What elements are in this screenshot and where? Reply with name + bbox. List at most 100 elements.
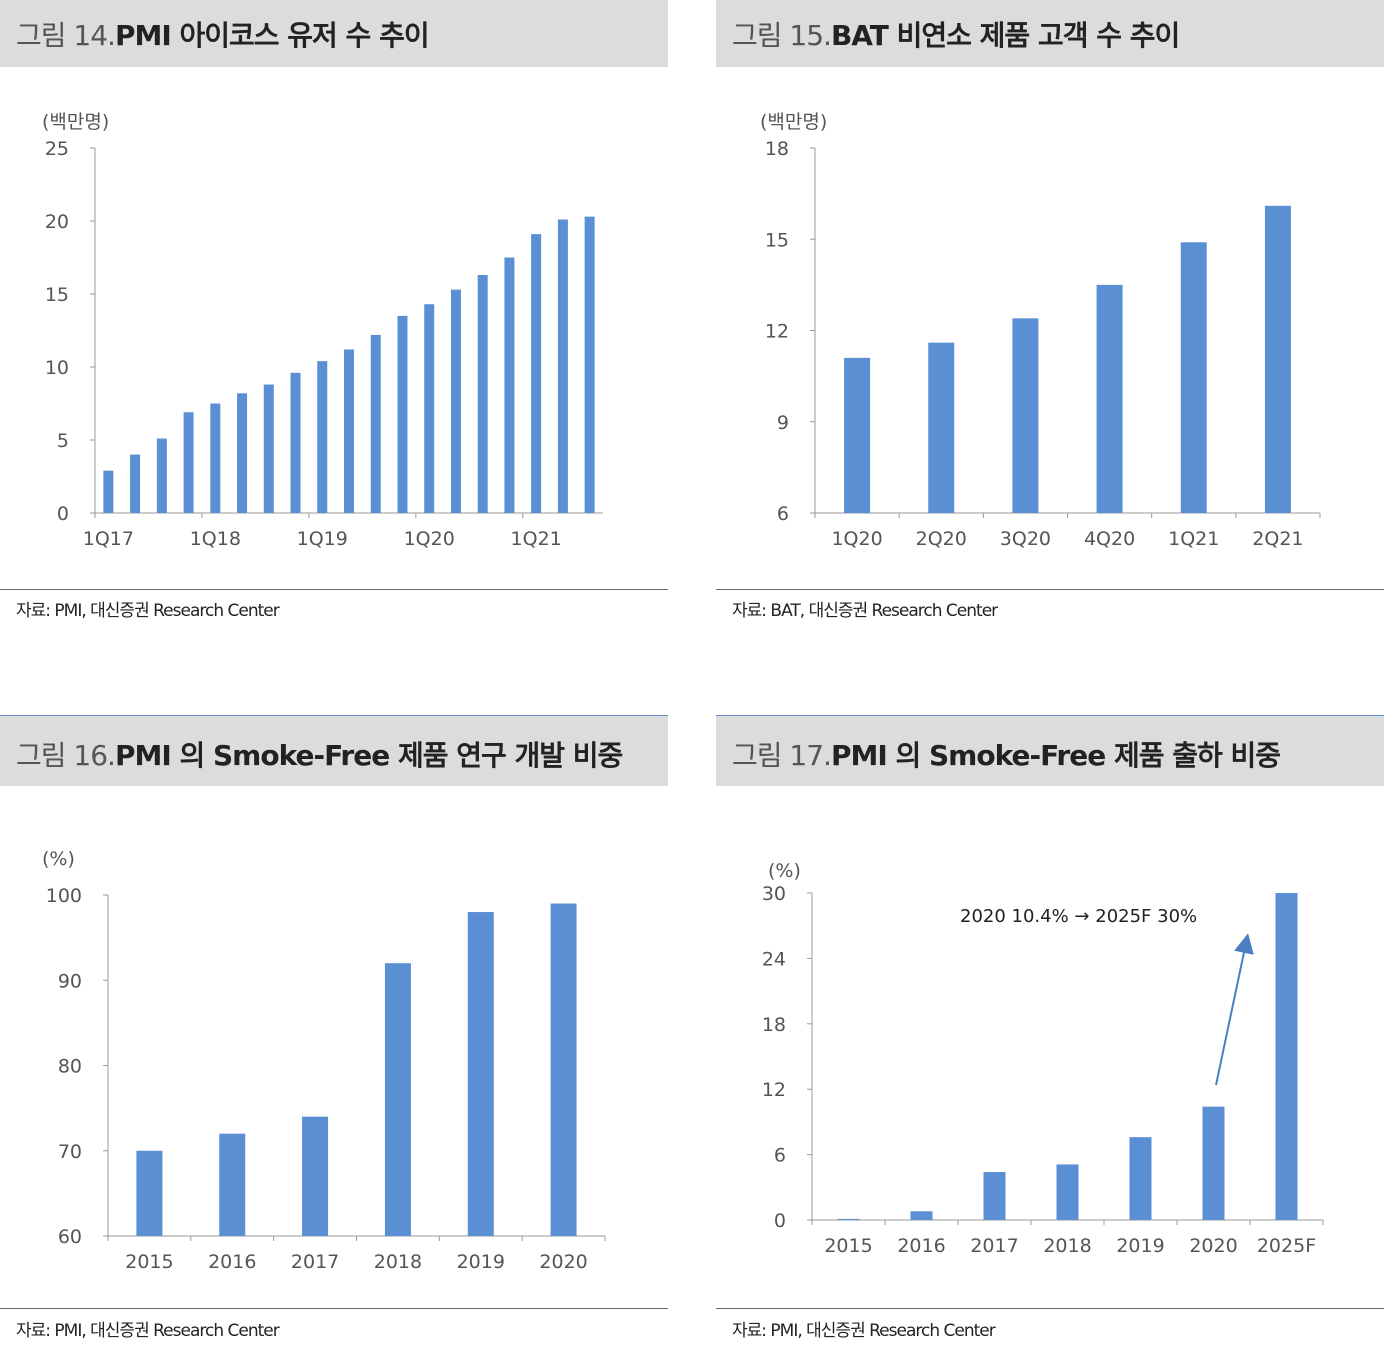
bar-2020	[550, 903, 577, 1236]
y-tick-label: 9	[777, 412, 789, 434]
x-tick-label: 2Q20	[916, 528, 967, 550]
x-tick-label: 2019	[1116, 1235, 1164, 1257]
bar-4Q20	[504, 257, 515, 513]
x-tick-label: 2015	[125, 1251, 173, 1273]
figure-16-source-divider	[0, 1308, 668, 1309]
figure-15-source: 자료: BAT, 대신증권 Research Center	[732, 601, 998, 621]
bar-3Q21	[584, 216, 595, 513]
bar-4Q17	[183, 412, 194, 513]
y-axis-unit-label: (백만명)	[760, 111, 827, 133]
bar-1Q20	[424, 304, 435, 513]
bar-4Q19	[397, 315, 408, 513]
x-tick-label: 2018	[374, 1251, 422, 1273]
y-tick-label: 12	[762, 1079, 786, 1101]
figure-14-panel: 그림 14.PMI 아이코스 유저 수 추이 (백만명) 0 5 10 15 20 25 1Q…	[0, 0, 668, 640]
y-axis-unit-label: (%)	[42, 848, 75, 870]
y-tick-label: 18	[762, 1014, 786, 1036]
bar-1Q17	[103, 470, 114, 513]
x-tick-label: 2018	[1043, 1235, 1091, 1257]
figure-15-title-bar: 그림 15.BAT 비연소 제품 고객 수 추이	[716, 0, 1384, 67]
bar-1Q19	[317, 361, 328, 513]
x-tick-label: 1Q17	[83, 528, 134, 550]
y-tick-label: 60	[58, 1226, 82, 1248]
bar-4Q20	[1096, 284, 1123, 513]
y-tick-label: 80	[58, 1056, 82, 1078]
bar-2016	[219, 1133, 246, 1236]
figure-14-title: PMI 아이코스 유저 수 추이	[114, 19, 430, 52]
figure-16-panel: 그림 16.PMI 의 Smoke-Free 제품 연구 개발 비중 (%) 60…	[0, 715, 668, 1358]
bar-2025F	[1275, 893, 1298, 1220]
bar-2020	[1202, 1106, 1225, 1220]
x-tick-label: 1Q21	[1168, 528, 1219, 550]
y-tick-label: 10	[45, 357, 69, 379]
y-tick-label: 0	[57, 503, 69, 525]
y-tick-label: 0	[774, 1210, 786, 1232]
y-tick-label: 15	[45, 284, 69, 306]
figure-16-title: PMI 의 Smoke-Free 제품 연구 개발 비중	[114, 739, 623, 772]
x-tick-label: 2016	[208, 1251, 256, 1273]
bar-2017	[302, 1116, 329, 1236]
growth-arrow	[1215, 933, 1254, 1086]
figure-17-panel: 그림 17.PMI 의 Smoke-Free 제품 출하 비중 (%) 0 6 12 1…	[716, 715, 1384, 1358]
x-tick-label: 2015	[824, 1235, 872, 1257]
y-tick-label: 5	[57, 430, 69, 452]
y-axis-unit-label: (%)	[768, 860, 801, 882]
figure-17-chart: (%) 0 6 12 18 24 30 2015 2016 2017 2018 2019 2020 202…	[762, 860, 1324, 1257]
figure-15-chart: (백만명) 6 9 12 15 18 1Q20 2Q20 3Q20 4Q20 1Q21 2Q21	[760, 111, 1321, 550]
bar-3Q18	[263, 384, 274, 513]
bar-2018	[1056, 1164, 1079, 1220]
figure-16-chart: (%) 60 70 80 90 100 2015 2016 2017 2018 2019 2020	[42, 848, 606, 1273]
bar-1Q18	[210, 403, 221, 513]
figure-15-source-divider	[716, 589, 1384, 590]
figure-17-title-bar: 그림 17.PMI 의 Smoke-Free 제품 출하 비중	[716, 715, 1384, 786]
x-tick-label: 2025F	[1257, 1235, 1316, 1257]
bar-2018	[384, 963, 411, 1236]
growth-annotation: 2020 10.4% → 2025F 30%	[960, 906, 1197, 927]
bar-1Q20	[844, 357, 871, 513]
figure-14-chart: (백만명) 0 5 10 15 20 25 1Q17 1Q18 1Q19 1Q20 1Q21	[42, 111, 603, 550]
bar-2016	[910, 1211, 933, 1220]
y-tick-label: 12	[765, 321, 789, 343]
bar-1Q21	[1180, 242, 1207, 513]
x-tick-label: 1Q21	[511, 528, 562, 550]
bar-3Q19	[370, 334, 381, 513]
x-tick-label: 2Q21	[1252, 528, 1303, 550]
bar-2Q20	[450, 289, 461, 513]
x-tick-label: 1Q20	[404, 528, 455, 550]
x-tick-label: 1Q20	[831, 528, 882, 550]
bar-2019	[1129, 1137, 1152, 1220]
figure-17-label: 그림 17.	[732, 739, 832, 772]
y-tick-label: 90	[58, 970, 82, 992]
figure-14-source-divider	[0, 589, 668, 590]
bar-1Q21	[531, 234, 542, 513]
y-tick-label: 20	[45, 211, 69, 233]
figure-16-source: 자료: PMI, 대신증권 Research Center	[16, 1321, 280, 1341]
x-tick-label: 2020	[1189, 1235, 1237, 1257]
bar-4Q18	[290, 372, 301, 513]
figure-16-label: 그림 16.	[16, 739, 116, 772]
figure-15-label: 그림 15.	[732, 19, 832, 52]
bar-2Q19	[344, 349, 354, 513]
figure-17-title: PMI 의 Smoke-Free 제품 출하 비중	[830, 739, 1281, 772]
bar-2019	[467, 912, 494, 1236]
y-tick-label: 30	[762, 883, 786, 905]
bar-2Q18	[237, 393, 248, 513]
y-axis-unit-label: (백만명)	[42, 111, 109, 133]
bar-3Q17	[156, 438, 167, 513]
x-tick-label: 2019	[457, 1251, 505, 1273]
figure-15-title: BAT 비연소 제품 고객 수 추이	[830, 19, 1180, 52]
x-tick-label: 2017	[291, 1251, 339, 1273]
figure-17-source: 자료: PMI, 대신증권 Research Center	[732, 1321, 996, 1341]
figure-14-label: 그림 14.	[16, 19, 116, 52]
y-tick-label: 6	[774, 1145, 786, 1167]
bar-2017	[983, 1172, 1006, 1220]
x-tick-label: 3Q20	[1000, 528, 1051, 550]
bar-2Q21	[1264, 205, 1291, 513]
y-tick-label: 15	[765, 229, 789, 251]
x-tick-label: 1Q19	[297, 528, 348, 550]
x-tick-label: 2016	[897, 1235, 945, 1257]
bar-2Q21	[557, 219, 568, 513]
y-tick-label: 24	[762, 948, 786, 970]
y-tick-label: 100	[46, 885, 82, 907]
bar-2Q20	[928, 342, 955, 513]
